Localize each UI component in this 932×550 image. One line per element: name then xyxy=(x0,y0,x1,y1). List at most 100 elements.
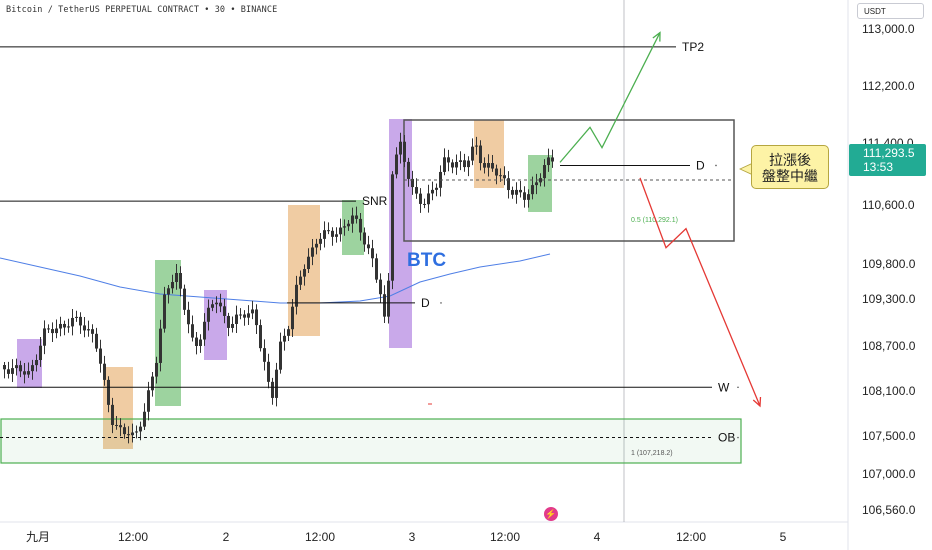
current-price-label: 111,293.5 13:53 xyxy=(849,144,926,176)
candle-body xyxy=(31,365,34,372)
bullish-projection-arrowhead xyxy=(652,31,661,42)
price-tick-label: 107,500.0 xyxy=(862,429,916,443)
level-label: OB xyxy=(718,431,735,445)
candle-body xyxy=(219,302,222,307)
moving-average-layer xyxy=(0,253,551,304)
candle-body xyxy=(303,269,306,277)
candle-body xyxy=(543,165,546,179)
candle-body xyxy=(383,294,386,317)
candle-body xyxy=(243,314,246,318)
candle-body xyxy=(43,328,46,346)
candle-body xyxy=(47,328,50,330)
bar-countdown: 13:53 xyxy=(863,160,894,174)
candle-body xyxy=(511,190,514,195)
candle-body xyxy=(423,203,426,205)
candle-body xyxy=(27,371,30,375)
candle-body xyxy=(323,230,326,239)
candle-body xyxy=(247,313,250,318)
level-label: D xyxy=(421,296,430,310)
candle-body xyxy=(135,431,138,433)
price-tick-label: 108,700.0 xyxy=(862,339,916,353)
candle-body xyxy=(419,193,422,204)
candle-body xyxy=(23,371,26,375)
currency-selector[interactable]: USDT xyxy=(857,3,924,19)
levels-layer: TP2 SNR D D W OB 0.5 (110,292.1) 1 (107,218.2) B… xyxy=(0,40,739,457)
candle-body xyxy=(175,273,178,283)
candle-body xyxy=(195,337,198,346)
fib-label: 1 (107,218.2) xyxy=(631,450,673,457)
candle-body xyxy=(359,218,362,233)
time-tick-label: 12:00 xyxy=(305,530,335,544)
candle-body xyxy=(151,376,154,391)
highlight-zone xyxy=(204,290,227,360)
candle-body xyxy=(519,189,522,193)
candle-body xyxy=(295,284,298,307)
candle-body xyxy=(15,365,18,369)
level-dot xyxy=(715,164,717,167)
level-label: TP2 xyxy=(682,40,704,54)
candle-body xyxy=(539,178,542,183)
callout-line-2: 盤整中繼 xyxy=(762,168,818,184)
candle-body xyxy=(235,314,238,324)
level-dot xyxy=(737,386,739,389)
bearish-projection xyxy=(639,177,761,407)
candle-body xyxy=(143,411,146,427)
candle-body xyxy=(279,341,282,370)
candle-body xyxy=(435,187,438,190)
bullish-projection xyxy=(559,32,661,163)
tradingview-logo-icon: ⚡ xyxy=(544,507,558,521)
candle-body xyxy=(487,163,490,168)
candle-body xyxy=(291,306,294,330)
candle-body xyxy=(199,339,202,346)
time-tick-label: 4 xyxy=(594,530,601,544)
note-pointer-fill xyxy=(741,164,752,174)
candle-body xyxy=(167,288,170,295)
candle-body xyxy=(271,381,274,398)
moving-average-line xyxy=(0,253,551,304)
candle-body xyxy=(431,189,434,194)
candle-body xyxy=(207,307,210,322)
candle-body xyxy=(371,248,374,259)
level-dot xyxy=(701,46,703,48)
time-tick-label: 12:00 xyxy=(490,530,520,544)
callout-note[interactable]: 拉漲後 盤整中繼 xyxy=(751,145,829,189)
candle-body xyxy=(211,304,214,308)
candle-body xyxy=(115,424,118,426)
candle-body xyxy=(139,426,142,432)
level-label: W xyxy=(718,380,730,394)
candle-body xyxy=(95,333,98,349)
price-tick-label: 112,200.0 xyxy=(862,79,915,93)
candle-body xyxy=(391,174,394,281)
candle-body xyxy=(263,348,266,362)
candle-body xyxy=(19,365,22,372)
time-tick-label: 2 xyxy=(223,530,230,544)
candle-body xyxy=(223,306,226,316)
candle-body xyxy=(451,162,454,168)
candle-body xyxy=(123,427,126,435)
fib-label: 0.5 (110,292.1) xyxy=(631,217,678,224)
candle-body xyxy=(503,175,506,179)
candle-body xyxy=(343,226,346,228)
level-dot xyxy=(737,436,739,439)
candle-body xyxy=(59,323,62,329)
candle-body xyxy=(363,232,366,245)
candle-body xyxy=(523,192,526,200)
candle-body xyxy=(471,146,474,161)
chart-title: Bitcoin / TetherUS PERPETUAL CONTRACT • … xyxy=(6,5,278,15)
candle-body xyxy=(315,243,318,248)
price-tick-label: 113,000.0 xyxy=(862,22,915,36)
time-tick-label: 九月 xyxy=(26,530,50,544)
price-tick-label: 108,100.0 xyxy=(862,384,916,398)
candle-body xyxy=(255,309,258,326)
candle-body xyxy=(87,329,90,331)
candle-body xyxy=(187,309,190,325)
candle-body xyxy=(475,145,478,147)
candle-body xyxy=(375,258,378,280)
candle-body xyxy=(463,160,466,168)
candle-body xyxy=(319,238,322,244)
time-tick-label: 3 xyxy=(409,530,416,544)
candle-body xyxy=(179,273,182,289)
candle-body xyxy=(163,294,166,329)
candle-body xyxy=(267,361,270,382)
